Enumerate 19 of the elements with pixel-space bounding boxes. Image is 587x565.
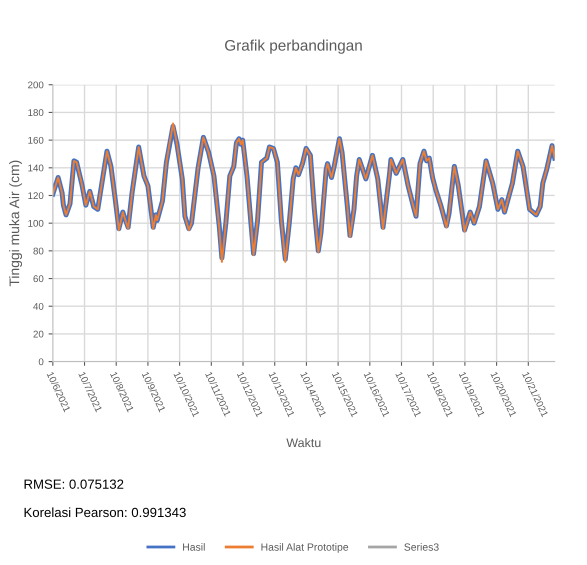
y-tick-label: 200 [28,81,44,88]
text: RMSE: 0.075132 [24,480,124,489]
text: Korelasi Pearson: 0.991343 [24,507,186,518]
y-tick-label: 0 [38,358,44,366]
y-tick-label: 140 [28,164,44,172]
y-tick-label: 120 [28,192,44,200]
y-tick-label: 20 [33,330,44,338]
y-tick-label: 80 [33,248,44,254]
legend-label: Series3 [404,543,439,551]
chart-title: Grafik perbandingan [225,40,362,54]
y-axis-title: Tinggi muka Air (cm) [9,160,22,286]
y-tick-label: 60 [33,275,44,282]
y-tick-label: 100 [28,220,44,227]
y-tick-label: 40 [33,302,44,310]
legend-label: Hasil [183,543,205,551]
x-axis-title: Waktu [286,438,320,448]
legend-label: Hasil Alat Prototipe [261,543,348,553]
y-tick-label: 160 [28,136,44,144]
y-tick-label: 180 [28,109,44,116]
